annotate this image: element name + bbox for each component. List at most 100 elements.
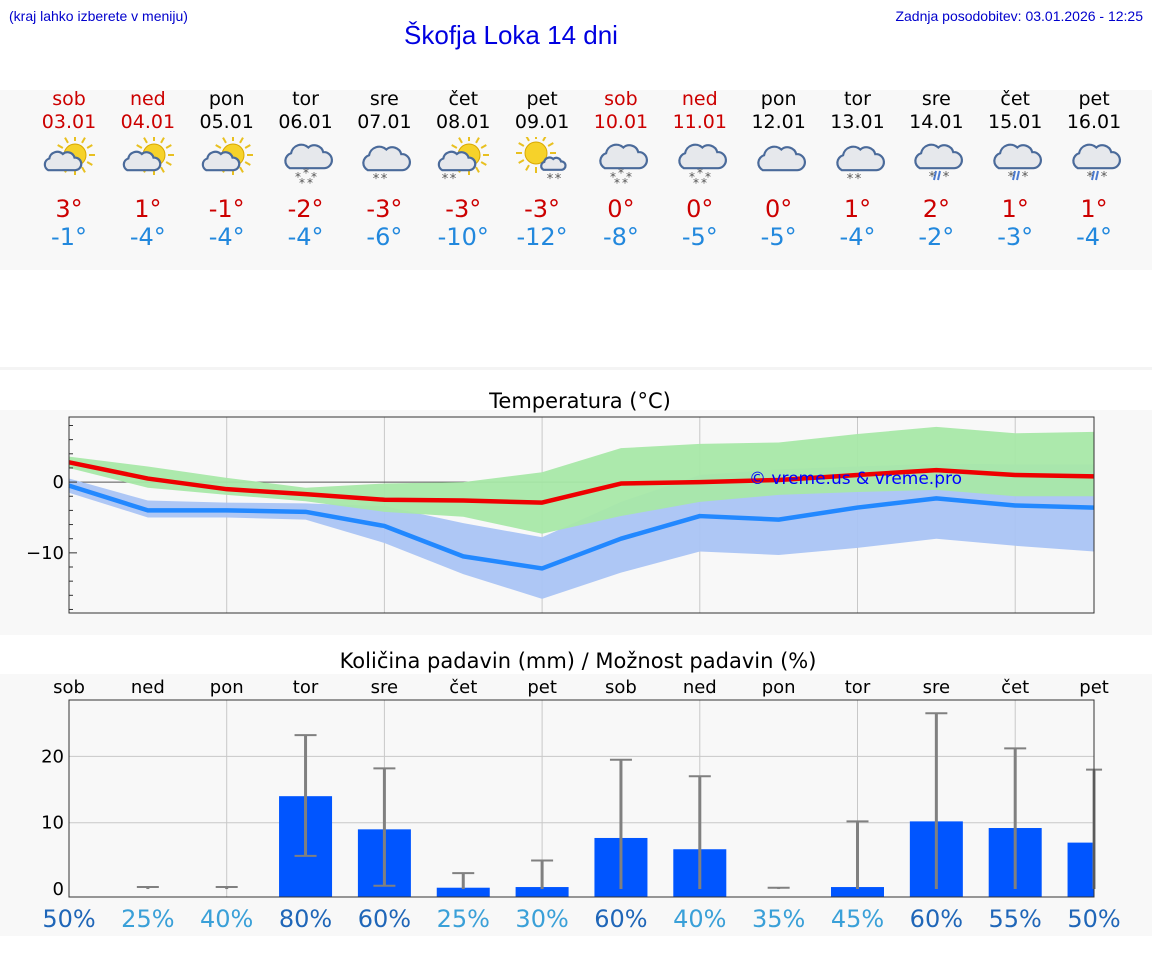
precipitation-day-label: sre xyxy=(371,677,398,698)
precipitation-day-label: ned xyxy=(683,677,717,698)
precipitation-probability: 25% xyxy=(121,905,174,933)
day-column: sob 10.01 * * * * * 0° -8° xyxy=(582,88,660,251)
day-name: pet xyxy=(1078,88,1110,110)
svg-text:*: * xyxy=(705,170,711,184)
precipitation-day-label: tor xyxy=(845,677,871,698)
cloud-sleet-icon: * * xyxy=(1072,143,1122,185)
day-name: sob xyxy=(604,88,638,110)
svg-text:*: * xyxy=(381,172,388,187)
precipitation-day-label: sob xyxy=(53,677,85,698)
precipitation-probability: 55% xyxy=(989,905,1042,933)
svg-text:*: * xyxy=(299,176,305,189)
precipitation-probability: 60% xyxy=(910,905,963,933)
min-temperature: -10° xyxy=(437,223,489,251)
svg-text:*: * xyxy=(547,172,554,187)
svg-text:*: * xyxy=(450,172,457,187)
day-name: ned xyxy=(681,88,718,110)
watermark: © vreme.us & vreme.pro xyxy=(749,469,962,489)
max-temperature: 0° xyxy=(765,195,793,223)
temperature-tick-label: 0 xyxy=(53,472,64,493)
max-temperature: 0° xyxy=(686,195,714,223)
day-name: sre xyxy=(369,88,399,110)
day-name: pet xyxy=(526,88,558,110)
cloud-snow-icon: * * ** * xyxy=(283,143,333,189)
min-temperature: -4° xyxy=(1076,223,1113,251)
precipitation-title: Količina padavin (mm) / Možnost padavin … xyxy=(340,649,817,673)
day-column: čet 08.01 * * -3° -10° xyxy=(424,88,502,251)
min-temperature: -8° xyxy=(602,223,639,251)
day-date: 04.01 xyxy=(120,111,176,133)
day-date: 09.01 xyxy=(514,111,570,133)
day-name: tor xyxy=(844,88,871,110)
day-date: 05.01 xyxy=(199,111,254,133)
day-column: tor 13.01 * * 1° -4° xyxy=(819,88,897,251)
temperature-tick-label: −10 xyxy=(26,543,64,564)
svg-text:*: * xyxy=(854,172,861,187)
day-column: sob 03.01 3° -1° xyxy=(30,88,108,251)
svg-text:*: * xyxy=(311,170,317,184)
cloud-light-snow-icon: * * xyxy=(835,145,885,187)
cloud-light-snow-icon: * * xyxy=(362,145,412,187)
precipitation-tick-label: 10 xyxy=(41,813,64,834)
min-temperature: -4° xyxy=(839,223,876,251)
day-date: 16.01 xyxy=(1066,111,1122,133)
day-name: ned xyxy=(129,88,166,110)
temperature-frame xyxy=(68,416,1095,614)
precipitation-probability: 40% xyxy=(673,905,726,933)
precipitation-day-label: pet xyxy=(1079,677,1109,698)
max-temperature: 2° xyxy=(922,195,950,223)
svg-text:*: * xyxy=(701,176,707,189)
day-name: tor xyxy=(292,88,319,110)
day-date: 07.01 xyxy=(357,111,412,133)
min-temperature: -5° xyxy=(760,223,797,251)
min-temperature: -3° xyxy=(997,223,1034,251)
day-date: 10.01 xyxy=(593,111,649,133)
page-title: Škofja Loka 14 dni xyxy=(404,20,618,50)
svg-text:*: * xyxy=(1087,170,1094,185)
precipitation-bar xyxy=(436,887,490,897)
svg-text:*: * xyxy=(929,170,936,185)
day-date: 15.01 xyxy=(987,111,1043,133)
precipitation-day-label: pon xyxy=(210,677,244,698)
svg-text:*: * xyxy=(373,172,380,187)
svg-text:*: * xyxy=(846,172,853,187)
sun-cloud-icon xyxy=(43,137,95,175)
forecast-band xyxy=(0,90,1152,270)
day-date: 13.01 xyxy=(830,111,885,133)
day-name: čet xyxy=(448,88,479,110)
day-column: čet 15.01 * * 1° -3° xyxy=(976,88,1054,251)
svg-text:*: * xyxy=(442,172,449,187)
location-hint: (kraj lahko izberete v meniju) xyxy=(9,8,188,24)
min-temperature: -12° xyxy=(516,223,568,251)
cloud-snow-icon: * * ** * xyxy=(678,143,727,189)
precipitation-probability: 30% xyxy=(515,905,568,933)
precipitation-probability: 50% xyxy=(1067,905,1120,933)
min-temperature-line xyxy=(68,483,1095,571)
max-temperature-line xyxy=(68,460,1095,505)
precipitation-day-label: pet xyxy=(527,677,557,698)
day-name: sob xyxy=(52,88,86,110)
max-temperature: 1° xyxy=(843,195,872,223)
precipitation-day-label: sob xyxy=(605,677,637,698)
day-date: 03.01 xyxy=(41,111,97,133)
day-column: ned 04.01 1° -4° xyxy=(109,88,187,251)
day-name: pon xyxy=(208,88,245,110)
precipitation-frame xyxy=(68,699,1095,898)
max-temperature: -1° xyxy=(208,195,245,223)
svg-text:*: * xyxy=(555,172,562,187)
svg-text:*: * xyxy=(1101,170,1108,185)
day-name: sre xyxy=(921,88,951,110)
min-temperature: -1° xyxy=(51,223,87,251)
svg-text:*: * xyxy=(307,176,313,189)
svg-text:*: * xyxy=(697,166,703,180)
day-name: čet xyxy=(1000,88,1030,110)
max-temperature: -3° xyxy=(524,195,561,223)
cloud-sleet-icon: * * xyxy=(914,143,964,185)
day-column: ned 11.01 * * * * * 0° -5° xyxy=(661,88,739,251)
min-temperature: -2° xyxy=(918,223,955,251)
day-column: pet 16.01 * * 1° -4° xyxy=(1055,88,1133,251)
day-date: 12.01 xyxy=(751,111,806,133)
day-date: 06.01 xyxy=(278,111,333,133)
svg-text:*: * xyxy=(622,176,628,189)
